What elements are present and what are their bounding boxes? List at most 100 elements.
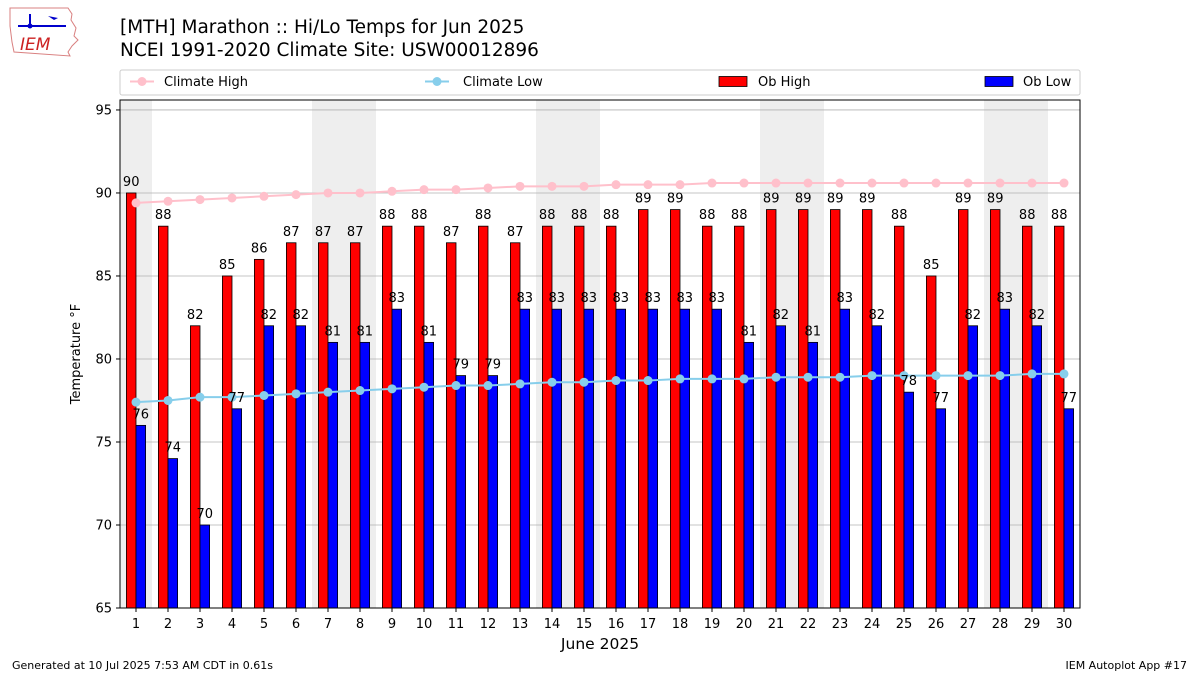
ob-low-label-day-9: 83: [389, 291, 406, 306]
ob-low-label-day-16: 83: [613, 291, 630, 306]
ob-high-bar-day-11: [445, 242, 457, 609]
ob-low-bar-day-1: [135, 424, 147, 609]
x-tick-label-5: 5: [260, 617, 268, 632]
climate-low-point-day-11: [451, 381, 461, 391]
ob-high-label-day-14: 88: [539, 208, 556, 223]
ob-high-label-day-1: 90: [123, 175, 140, 190]
climate-high-point-day-23: [835, 178, 845, 188]
climate-low-point-day-5: [259, 391, 269, 401]
y-tick-label-65: 65: [95, 602, 112, 617]
legend-climate-high: Climate High: [130, 75, 248, 90]
ob-high-bar-day-8: [349, 242, 361, 609]
ob-low-bar-day-22: [807, 341, 819, 609]
ob-low-label-day-22: 81: [805, 324, 822, 339]
ob-low-label-day-14: 83: [549, 291, 566, 306]
ob-low-bar-day-15: [583, 308, 595, 609]
ob-high-label-day-11: 87: [443, 225, 460, 240]
ob-low-bar-day-28: [999, 308, 1011, 609]
ob-high-bar-day-28: [990, 209, 1001, 609]
ob-high-bar-day-21: [766, 209, 777, 609]
x-tick-label-15: 15: [576, 617, 593, 632]
ob-high-bar-day-3: [189, 325, 201, 609]
y-tick-label-95: 95: [95, 103, 112, 118]
ob-low-bar-day-11: [455, 375, 467, 609]
climate-high-point-day-16: [611, 180, 621, 190]
ob-high-bar-day-2: [157, 225, 169, 609]
logo-text: IEM: [20, 35, 51, 55]
ob-low-label-day-21: 82: [773, 308, 790, 323]
climate-low-point-day-2: [163, 395, 173, 405]
ob-high-label-day-9: 88: [379, 208, 396, 223]
legend-climate-low-label: Climate Low: [463, 75, 543, 90]
ob-low-bar-day-10: [423, 341, 435, 609]
climate-low-point-day-8: [355, 386, 365, 396]
climate-lines: [131, 178, 1069, 407]
climate-high-point-day-11: [451, 185, 461, 195]
y-tick-label-75: 75: [95, 435, 112, 450]
climate-low-point-day-6: [291, 389, 301, 399]
ob-high-bar-day-20: [734, 225, 745, 609]
legend-ob-low-label: Ob Low: [1023, 75, 1072, 90]
climate-high-point-day-4: [227, 193, 237, 203]
ob-low-label-day-7: 81: [325, 324, 342, 339]
ob-high-bar-day-26: [926, 275, 937, 609]
ob-high-bar-day-19: [702, 225, 713, 609]
ob-low-label-day-26: 77: [933, 391, 950, 406]
x-tick-label-7: 7: [324, 617, 332, 632]
climate-high-point-day-7: [323, 188, 333, 198]
ob-low-label-day-27: 82: [965, 308, 982, 323]
x-tick-label-11: 11: [448, 617, 465, 632]
ob-high-bar-day-7: [317, 242, 329, 609]
climate-low-point-day-23: [835, 372, 845, 382]
x-tick-label-21: 21: [768, 617, 785, 632]
ob-low-bar-day-23: [839, 308, 851, 609]
ob-high-label-day-20: 88: [731, 208, 748, 223]
ob-low-label-day-23: 83: [837, 291, 854, 306]
ob-high-label-day-7: 87: [315, 225, 332, 240]
chart-title: [MTH] Marathon :: Hi/Lo Temps for Jun 20…: [120, 17, 525, 38]
x-tick-label-3: 3: [196, 617, 204, 632]
climate-high-point-day-28: [995, 178, 1005, 188]
ob-high-bar-day-4: [221, 275, 233, 609]
ob-high-label-day-23: 89: [827, 192, 844, 207]
ob-high-bar-day-17: [638, 209, 649, 609]
ob-low-label-day-6: 82: [293, 308, 310, 323]
generated-timestamp: Generated at 10 Jul 2025 7:53 AM CDT in …: [12, 659, 273, 672]
x-tick-label-23: 23: [832, 617, 849, 632]
ob-low-label-day-4: 77: [229, 391, 246, 406]
ob-low-label-day-5: 82: [261, 308, 278, 323]
ob-high-label-day-25: 88: [891, 208, 908, 223]
climate-high-point-day-18: [675, 180, 685, 190]
climate-low-point-day-22: [803, 372, 813, 382]
ob-low-bar-day-8: [359, 341, 371, 609]
ob-high-bar-day-24: [862, 209, 873, 609]
ob-high-label-day-16: 88: [603, 208, 620, 223]
climate-high-point-day-20: [739, 178, 749, 188]
ob-high-label-day-2: 88: [155, 208, 172, 223]
x-tick-label-27: 27: [960, 617, 977, 632]
ob-low-bar-day-12: [487, 375, 499, 609]
ob-high-bar-day-27: [958, 209, 969, 609]
ob-high-label-day-17: 89: [635, 192, 652, 207]
climate-high-point-day-14: [547, 181, 557, 191]
ob-high-label-day-26: 85: [923, 258, 940, 273]
ob-low-bar-day-26: [935, 408, 947, 609]
x-tick-label-26: 26: [928, 617, 945, 632]
climate-low-point-day-27: [963, 371, 973, 381]
ob-low-label-day-11: 79: [453, 358, 470, 373]
ob-high-label-day-28: 89: [987, 192, 1004, 207]
ob-low-label-day-30: 77: [1061, 391, 1078, 406]
iowa-outline-icon: [9, 7, 79, 57]
legend-frame: [119, 69, 1081, 96]
ob-high-label-day-8: 87: [347, 225, 364, 240]
x-tick-label-16: 16: [608, 617, 625, 632]
x-tick-label-9: 9: [388, 617, 396, 632]
ob-low-label-day-17: 83: [645, 291, 662, 306]
ob-low-label-day-29: 82: [1029, 308, 1046, 323]
x-tick-label-6: 6: [292, 617, 300, 632]
ob-low-bar-day-30: [1063, 408, 1075, 609]
ob-low-bar-day-25: [903, 391, 915, 609]
ob-low-label-day-8: 81: [357, 324, 374, 339]
x-tick-label-28: 28: [992, 617, 1009, 632]
